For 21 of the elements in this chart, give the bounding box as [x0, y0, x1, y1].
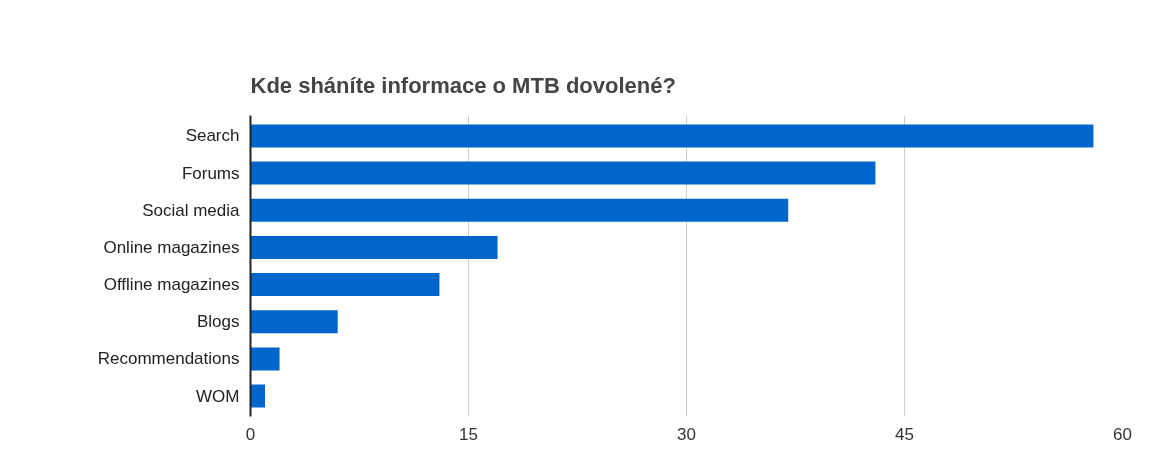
y-tick-label: Blogs [196, 312, 240, 332]
y-tick-label: Recommendations [97, 349, 240, 369]
y-tick-label: Offline magazines [103, 275, 240, 295]
bar [250, 273, 440, 297]
bar [250, 198, 789, 222]
bar [250, 161, 876, 185]
bar [250, 310, 338, 334]
bar [250, 347, 280, 371]
x-tick-label: 45 [895, 424, 914, 444]
y-tick-label: Search [185, 126, 240, 146]
chart-title: Kde sháníte informace o MTB dovolené? [250, 73, 676, 98]
x-tick-label: 0 [245, 424, 256, 444]
y-tick-label: Online magazines [103, 237, 240, 257]
bar [250, 235, 498, 259]
bar [250, 124, 1094, 148]
x-tick-label: 30 [677, 424, 696, 444]
x-tick-label: 60 [1113, 424, 1132, 444]
x-tick-label: 15 [459, 424, 478, 444]
y-tick-label: Social media [142, 200, 241, 220]
y-tick-label: WOM [196, 386, 240, 406]
y-tick-label: Forums [181, 163, 240, 183]
